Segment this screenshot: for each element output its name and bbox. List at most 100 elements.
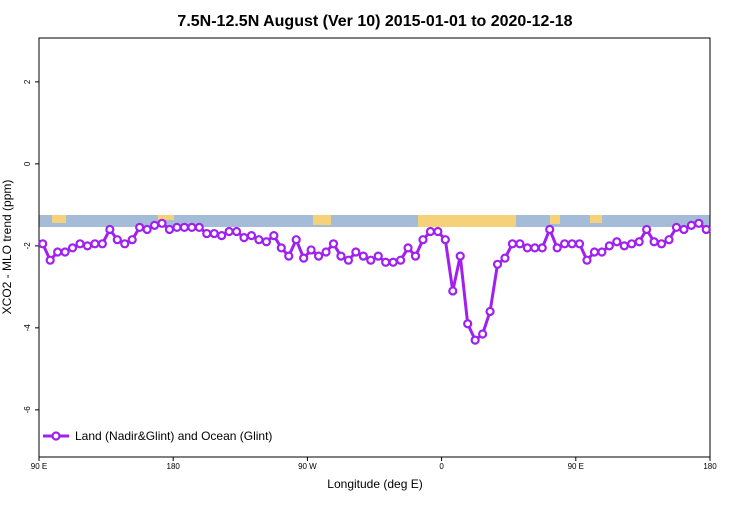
point [425, 226, 436, 237]
y-tick-label: -4 [23, 324, 32, 332]
chart-title: 7.5N-12.5N August (Ver 10) 2015-01-01 to… [177, 13, 572, 30]
point [492, 259, 503, 269]
point [82, 241, 93, 251]
point [120, 239, 130, 249]
point [67, 243, 78, 253]
point [164, 224, 175, 235]
point [597, 247, 607, 257]
point [209, 228, 219, 239]
point [388, 257, 398, 267]
point [537, 243, 547, 253]
point [224, 226, 234, 237]
point [351, 247, 361, 257]
point [202, 228, 212, 239]
point [112, 235, 122, 245]
point [366, 255, 376, 265]
x-tick-label: 90 E [568, 462, 584, 471]
ocean-band [39, 215, 710, 227]
point [38, 239, 48, 249]
point [135, 222, 145, 233]
point [545, 224, 555, 235]
point [671, 222, 682, 233]
point [269, 231, 279, 241]
point [522, 243, 532, 253]
point [142, 224, 152, 235]
point [60, 247, 70, 257]
point [194, 222, 204, 233]
point [127, 235, 137, 245]
point [336, 251, 346, 261]
point [485, 306, 495, 317]
point [239, 233, 249, 243]
point [231, 226, 242, 237]
x-tick-label: 180 [167, 462, 181, 471]
point [395, 255, 406, 265]
point [679, 224, 689, 235]
land-patch [313, 215, 331, 225]
point [656, 239, 667, 249]
y-tick-label: -2 [23, 242, 32, 250]
point [105, 224, 115, 235]
point [358, 251, 368, 261]
land-patch [52, 215, 66, 223]
point [187, 222, 197, 233]
point [627, 239, 637, 249]
land-patch [590, 215, 602, 223]
point [574, 239, 585, 249]
point [97, 239, 107, 249]
point [299, 253, 309, 263]
point [410, 251, 421, 261]
point [306, 245, 316, 255]
point [634, 237, 644, 247]
legend-marker [51, 431, 61, 441]
land-ocean-strip [39, 215, 710, 227]
y-tick-label: 2 [23, 79, 32, 84]
point [440, 235, 450, 245]
point [149, 220, 160, 230]
series-line [41, 221, 708, 343]
point [172, 222, 182, 233]
point [403, 243, 413, 253]
point [254, 235, 264, 245]
point [448, 286, 458, 296]
point [455, 251, 465, 261]
point [433, 226, 443, 237]
point [373, 251, 383, 261]
y-axis-label: XCO2 - MLO trend (ppm) [0, 180, 14, 315]
point [664, 235, 674, 245]
point [276, 243, 286, 253]
point [604, 241, 614, 251]
point [507, 239, 518, 249]
point [321, 247, 331, 257]
x-axis-label: Longitude (deg E) [327, 477, 422, 491]
point [552, 243, 562, 253]
point [418, 235, 428, 245]
point [75, 239, 85, 249]
point [246, 231, 257, 241]
point [217, 231, 227, 241]
x-tick-label: 90 E [31, 462, 47, 471]
point [381, 257, 391, 267]
point [582, 255, 592, 265]
point [612, 237, 622, 247]
y-tick-label: 0 [23, 161, 32, 166]
point [463, 319, 473, 329]
point [291, 235, 301, 245]
point [530, 243, 540, 253]
point [701, 224, 711, 235]
point [478, 329, 488, 339]
point [649, 237, 659, 247]
point [328, 239, 339, 249]
y-tick-label: -6 [23, 406, 32, 414]
point [515, 239, 525, 249]
point [261, 237, 271, 247]
point [470, 335, 480, 345]
land-patch [158, 215, 174, 220]
x-tick-label: 180 [703, 462, 717, 471]
point [686, 220, 696, 230]
point [45, 255, 55, 265]
point [500, 253, 510, 263]
point [642, 224, 652, 235]
legend-label: Land (Nadir&Glint) and Ocean (Glint) [75, 429, 272, 443]
